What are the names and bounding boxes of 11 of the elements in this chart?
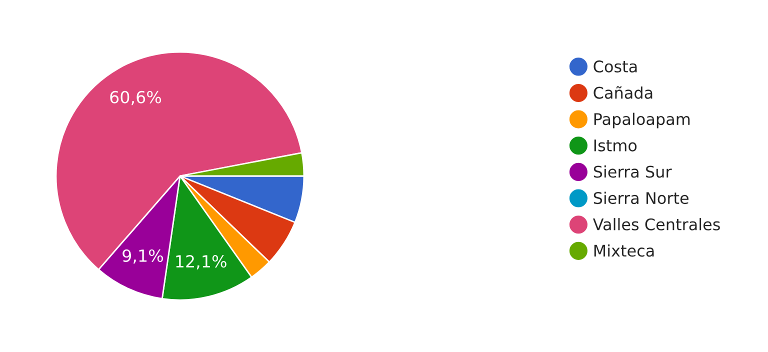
legend-label: Mixteca	[594, 244, 654, 257]
legend-label: Istmo	[594, 140, 637, 152]
legend-label: Sierra Norte	[594, 192, 688, 204]
legend-label: Cañada	[594, 86, 652, 99]
data-label: 60,6%	[110, 90, 162, 106]
legend-label: Costa	[594, 60, 637, 72]
legend-label: Valles Centrales	[592, 218, 720, 230]
data-label: 12,1%	[176, 255, 226, 270]
data-label: 9,1%	[122, 249, 163, 264]
legend-label: Sierra Sur	[594, 165, 672, 178]
legend-label: Papaloapam	[594, 112, 690, 128]
